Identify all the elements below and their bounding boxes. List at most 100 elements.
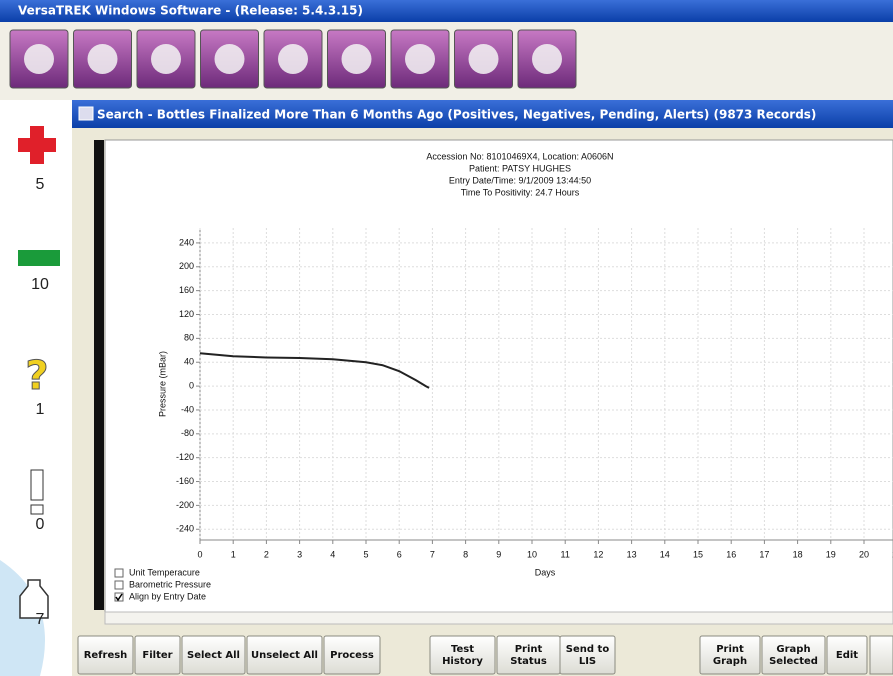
checkbox[interactable] bbox=[114, 592, 124, 602]
scrollbar[interactable] bbox=[104, 611, 893, 625]
x-tick-label: 9 bbox=[496, 549, 501, 559]
button[interactable] bbox=[826, 635, 868, 675]
y-tick-label: 120 bbox=[179, 309, 194, 319]
toolbar-glyph bbox=[341, 44, 372, 74]
button-label: History bbox=[442, 656, 483, 667]
pending-icon[interactable]: ? bbox=[25, 353, 49, 400]
toolbar-glyph bbox=[214, 44, 245, 74]
button[interactable] bbox=[181, 635, 246, 675]
y-tick-label: 40 bbox=[184, 357, 194, 367]
toolbar-glyph bbox=[405, 44, 435, 74]
x-tick-label: 12 bbox=[593, 549, 603, 559]
y-tick-label: 200 bbox=[179, 261, 194, 271]
chart-info: Entry Date/Time: 9/1/2009 13:44:50 bbox=[449, 175, 591, 185]
panel-title: Search - Bottles Finalized More Than 6 M… bbox=[97, 108, 816, 122]
x-tick-label: 3 bbox=[297, 549, 302, 559]
chart-info: Accession No: 81010469X4, Location: A060… bbox=[426, 151, 613, 161]
checkbox[interactable] bbox=[114, 568, 124, 578]
x-tick-label: 20 bbox=[859, 549, 869, 559]
status-count: 0 bbox=[36, 516, 45, 533]
left-rail bbox=[94, 140, 104, 610]
button[interactable] bbox=[699, 635, 761, 675]
status-count: 1 bbox=[36, 401, 45, 418]
button-label: Process bbox=[330, 650, 374, 661]
button-label: Filter bbox=[142, 650, 172, 661]
alert-icon[interactable] bbox=[30, 469, 44, 501]
checkbox-label: Align by Entry Date bbox=[129, 591, 206, 601]
checkbox-label: Barometric Pressure bbox=[129, 579, 211, 589]
status-count: 10 bbox=[31, 276, 49, 293]
x-tick-label: 4 bbox=[330, 549, 335, 559]
negative-icon[interactable] bbox=[18, 250, 60, 266]
status-count: 7 bbox=[36, 611, 45, 628]
bottle-icon[interactable] bbox=[19, 579, 49, 619]
alert-icon-dot bbox=[30, 504, 44, 515]
button-label: LIS bbox=[579, 656, 596, 667]
y-tick-label: 0 bbox=[189, 380, 194, 390]
toolbar-glyph bbox=[468, 44, 499, 74]
button-label: Send to bbox=[566, 644, 610, 655]
y-tick-label: -40 bbox=[181, 404, 194, 414]
button[interactable] bbox=[496, 635, 561, 675]
button-label: Edit bbox=[836, 650, 858, 661]
toolbar-glyph bbox=[24, 44, 54, 74]
y-tick-label: -200 bbox=[176, 500, 194, 510]
button[interactable] bbox=[77, 635, 134, 675]
button-label: Select All bbox=[187, 650, 240, 661]
button[interactable] bbox=[559, 635, 616, 675]
checkbox-label: Unit Temperacure bbox=[129, 567, 200, 577]
button[interactable] bbox=[429, 635, 496, 675]
x-tick-label: 2 bbox=[264, 549, 269, 559]
x-tick-label: 15 bbox=[693, 549, 703, 559]
button[interactable] bbox=[246, 635, 323, 675]
window-title: VersaTREK Windows Software - (Release: 5… bbox=[18, 4, 363, 18]
x-tick-label: 10 bbox=[527, 549, 537, 559]
button-label: Selected bbox=[769, 656, 818, 667]
status-count: 5 bbox=[36, 176, 45, 193]
positive-icon[interactable] bbox=[18, 126, 56, 164]
button[interactable] bbox=[323, 635, 381, 675]
button[interactable] bbox=[134, 635, 181, 675]
x-tick-label: 0 bbox=[197, 549, 202, 559]
button-label: Print bbox=[515, 644, 543, 655]
y-tick-label: 160 bbox=[179, 285, 194, 295]
button-label: Print bbox=[716, 644, 744, 655]
toolbar-icons bbox=[9, 29, 577, 89]
x-tick-label: 16 bbox=[726, 549, 736, 559]
x-tick-label: 14 bbox=[660, 549, 670, 559]
x-tick-label: 8 bbox=[463, 549, 468, 559]
button-label: Graph bbox=[776, 644, 810, 655]
button-label: Unselect All bbox=[251, 650, 318, 661]
x-tick-label: 6 bbox=[397, 549, 402, 559]
x-tick-label: 7 bbox=[430, 549, 435, 559]
toolbar-glyph bbox=[87, 44, 118, 74]
panel-icon bbox=[78, 106, 94, 121]
button[interactable] bbox=[761, 635, 826, 675]
y-axis-label: Pressure (mBar) bbox=[157, 351, 167, 417]
x-tick-label: 17 bbox=[759, 549, 769, 559]
x-tick-label: 11 bbox=[561, 549, 570, 559]
button[interactable] bbox=[869, 635, 893, 675]
toolbar-glyph bbox=[151, 44, 181, 74]
toolbar-glyph bbox=[532, 44, 562, 74]
checkbox-check bbox=[115, 593, 123, 602]
x-axis-label: Days bbox=[535, 567, 556, 577]
button-label: Refresh bbox=[84, 650, 128, 661]
title-bar bbox=[0, 0, 893, 22]
x-tick-label: 18 bbox=[793, 549, 803, 559]
toolbar-glyph bbox=[278, 44, 308, 74]
checkbox[interactable] bbox=[114, 580, 124, 590]
y-tick-label: 240 bbox=[179, 237, 194, 247]
y-tick-label: -160 bbox=[176, 476, 194, 486]
y-tick-label: 80 bbox=[184, 333, 194, 343]
chart-info: Time To Positivity: 24.7 Hours bbox=[461, 187, 580, 197]
y-tick-label: -240 bbox=[176, 524, 194, 534]
x-tick-label: 5 bbox=[363, 549, 368, 559]
button-label: Status bbox=[510, 656, 547, 667]
y-tick-label: -120 bbox=[176, 452, 194, 462]
panel-title-bar bbox=[72, 100, 893, 128]
y-tick-label: -80 bbox=[181, 428, 194, 438]
chart-info: Patient: PATSY HUGHES bbox=[469, 163, 571, 173]
button-label: Graph bbox=[713, 656, 747, 667]
